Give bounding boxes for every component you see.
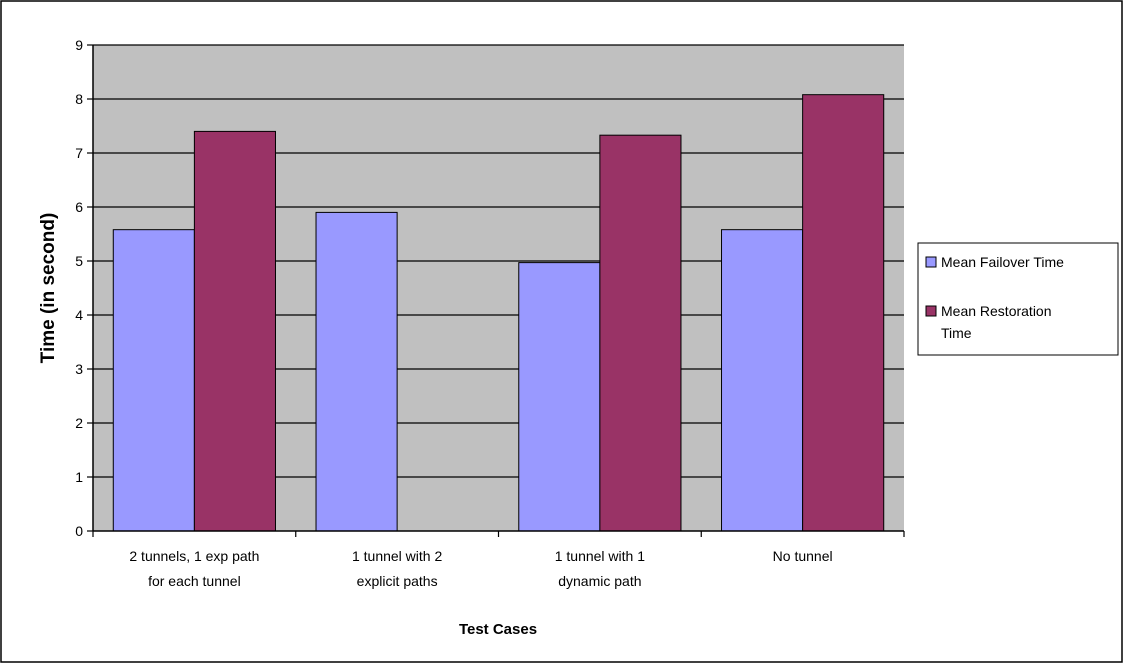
- x-tick-label: for each tunnel: [148, 573, 241, 589]
- y-tick-label: 3: [75, 361, 83, 377]
- y-tick-label: 4: [75, 307, 83, 323]
- y-tick-label: 8: [75, 91, 83, 107]
- y-tick-label: 0: [75, 523, 83, 539]
- bar-mean-restoration-time: [599, 134, 682, 532]
- legend-swatch: [925, 256, 937, 268]
- y-tick-label: 2: [75, 415, 83, 431]
- bar-mean-restoration-time: [193, 130, 276, 532]
- y-tick-label: 9: [75, 37, 83, 53]
- x-tick-label: 1 tunnel with 2: [352, 548, 442, 564]
- bar-mean-failover-time: [112, 229, 195, 532]
- x-tick-label: dynamic path: [558, 573, 641, 589]
- x-axis: 2 tunnels, 1 exp path for each tunnel 1 tu…: [92, 530, 905, 589]
- y-axis: 0 1 2 3 4 5 6 7 8 9: [75, 37, 94, 539]
- legend-swatch: [925, 305, 937, 317]
- bars: [112, 94, 885, 532]
- x-tick-label: explicit paths: [357, 573, 438, 589]
- y-tick-label: 7: [75, 145, 83, 161]
- y-tick-label: 1: [75, 469, 83, 485]
- bar-mean-failover-time: [721, 229, 804, 532]
- legend-box: [917, 242, 1119, 356]
- bar-mean-failover-time: [518, 262, 601, 532]
- y-tick-label: 6: [75, 199, 83, 215]
- legend-label: Mean Restoration: [941, 303, 1052, 319]
- x-tick-label: No tunnel: [773, 548, 833, 564]
- y-tick-label: 5: [75, 253, 83, 269]
- legend-label: Time: [941, 325, 972, 341]
- legend: Mean Failover Time Mean Restoration Time: [917, 242, 1119, 356]
- y-axis-title: Time (in second): [38, 213, 59, 364]
- x-tick-label: 2 tunnels, 1 exp path: [129, 548, 259, 564]
- legend-label: Mean Failover Time: [941, 254, 1064, 270]
- x-tick-label: 1 tunnel with 1: [555, 548, 645, 564]
- bar-mean-restoration-time: [802, 94, 885, 532]
- bar-mean-failover-time: [315, 211, 398, 532]
- x-axis-title: Test Cases: [459, 621, 537, 638]
